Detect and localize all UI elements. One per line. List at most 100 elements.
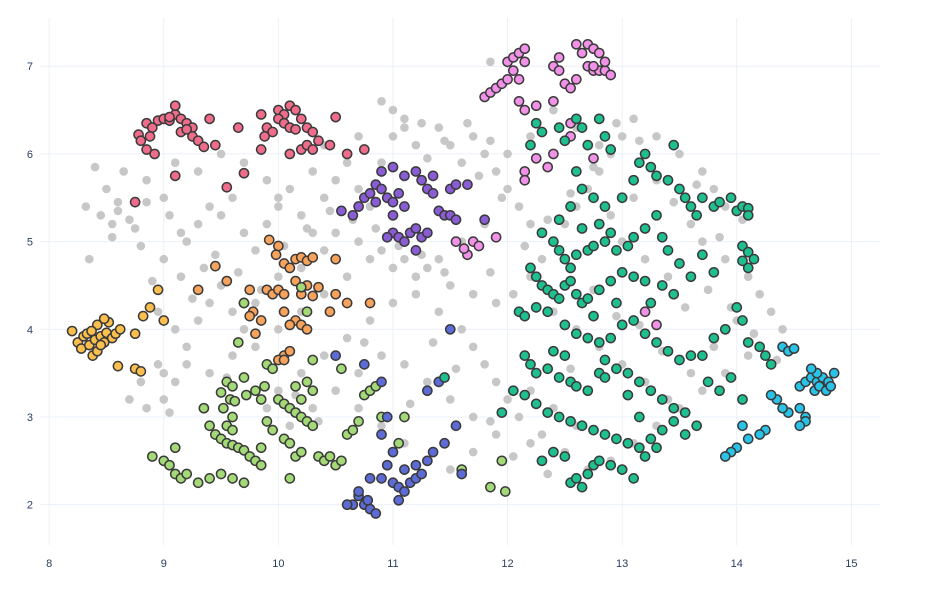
data-point[interactable] <box>656 231 668 243</box>
data-point[interactable] <box>491 298 501 308</box>
data-point[interactable] <box>451 364 461 374</box>
data-point[interactable] <box>141 144 152 155</box>
data-point[interactable] <box>159 395 169 404</box>
data-point[interactable] <box>720 254 730 264</box>
data-point[interactable] <box>205 298 214 308</box>
data-point[interactable] <box>307 385 319 397</box>
data-point[interactable] <box>90 162 100 172</box>
data-point[interactable] <box>284 345 296 357</box>
data-point[interactable] <box>570 166 582 177</box>
data-point[interactable] <box>336 205 347 217</box>
data-point[interactable] <box>530 117 542 129</box>
data-point[interactable] <box>742 433 754 445</box>
data-point[interactable] <box>107 219 117 229</box>
data-point[interactable] <box>474 171 484 181</box>
data-point[interactable] <box>319 193 329 203</box>
data-point[interactable] <box>634 157 645 169</box>
data-point[interactable] <box>393 437 405 449</box>
data-point[interactable] <box>570 249 582 261</box>
data-point[interactable] <box>553 65 565 76</box>
data-point[interactable] <box>714 196 725 208</box>
data-point[interactable] <box>570 380 582 392</box>
data-point[interactable] <box>530 152 542 164</box>
data-point[interactable] <box>347 209 359 221</box>
data-point[interactable] <box>81 202 91 211</box>
data-point[interactable] <box>651 209 662 221</box>
data-point[interactable] <box>319 351 329 360</box>
data-point[interactable] <box>387 161 399 173</box>
data-point[interactable] <box>605 275 617 287</box>
data-point[interactable] <box>411 272 421 281</box>
data-point[interactable] <box>794 402 806 414</box>
data-point[interactable] <box>307 354 319 366</box>
data-point[interactable] <box>135 366 147 377</box>
data-point[interactable] <box>731 302 743 313</box>
data-point[interactable] <box>473 240 485 252</box>
data-point[interactable] <box>628 174 639 186</box>
data-point[interactable] <box>549 105 558 115</box>
data-point[interactable] <box>423 263 432 273</box>
data-point[interactable] <box>605 332 617 344</box>
data-point[interactable] <box>640 254 650 264</box>
data-point[interactable] <box>308 403 318 413</box>
data-point[interactable] <box>405 399 415 409</box>
data-point[interactable] <box>754 341 766 353</box>
data-point[interactable] <box>319 289 329 299</box>
data-point[interactable] <box>302 224 312 233</box>
data-point[interactable] <box>434 254 444 264</box>
data-point[interactable] <box>146 451 158 462</box>
data-point[interactable] <box>553 411 565 423</box>
data-point[interactable] <box>559 135 571 147</box>
data-point[interactable] <box>228 307 237 317</box>
data-point[interactable] <box>599 429 611 440</box>
data-point[interactable] <box>159 368 169 378</box>
data-point[interactable] <box>496 407 508 418</box>
data-point[interactable] <box>536 455 548 467</box>
data-point[interactable] <box>399 201 410 212</box>
data-point[interactable] <box>295 446 307 458</box>
data-point[interactable] <box>599 56 611 68</box>
data-point[interactable] <box>129 328 141 340</box>
data-point[interactable] <box>530 271 542 283</box>
data-point[interactable] <box>377 246 386 255</box>
data-point[interactable] <box>656 280 668 291</box>
data-point[interactable] <box>445 281 455 290</box>
data-point[interactable] <box>737 420 748 432</box>
data-point[interactable] <box>400 114 409 124</box>
data-point[interactable] <box>358 144 370 155</box>
data-point[interactable] <box>336 363 347 375</box>
data-point[interactable] <box>66 325 78 337</box>
data-point[interactable] <box>330 253 342 265</box>
data-point[interactable] <box>313 281 324 293</box>
data-point[interactable] <box>169 170 181 182</box>
data-point[interactable] <box>462 179 473 190</box>
data-point[interactable] <box>209 260 221 272</box>
data-point[interactable] <box>255 144 267 155</box>
data-point[interactable] <box>445 395 455 404</box>
data-point[interactable] <box>278 354 290 366</box>
data-point[interactable] <box>259 380 270 392</box>
data-point[interactable] <box>468 447 478 457</box>
data-point[interactable] <box>692 180 701 189</box>
data-point[interactable] <box>278 306 290 318</box>
data-point[interactable] <box>301 376 313 388</box>
data-point[interactable] <box>503 184 512 194</box>
data-point[interactable] <box>582 139 594 151</box>
data-point[interactable] <box>719 451 731 462</box>
data-point[interactable] <box>548 446 559 458</box>
data-point[interactable] <box>593 113 605 125</box>
data-point[interactable] <box>543 215 552 224</box>
data-point[interactable] <box>176 272 186 281</box>
data-point[interactable] <box>377 421 386 431</box>
data-point[interactable] <box>376 183 387 195</box>
data-point[interactable] <box>628 231 639 243</box>
data-point[interactable] <box>274 272 283 281</box>
data-point[interactable] <box>342 158 352 167</box>
data-point[interactable] <box>182 342 191 352</box>
data-point[interactable] <box>565 416 576 427</box>
data-point[interactable] <box>416 174 427 186</box>
data-point[interactable] <box>238 297 250 309</box>
data-point[interactable] <box>364 188 376 199</box>
data-point[interactable] <box>232 122 244 133</box>
data-point[interactable] <box>290 380 301 392</box>
